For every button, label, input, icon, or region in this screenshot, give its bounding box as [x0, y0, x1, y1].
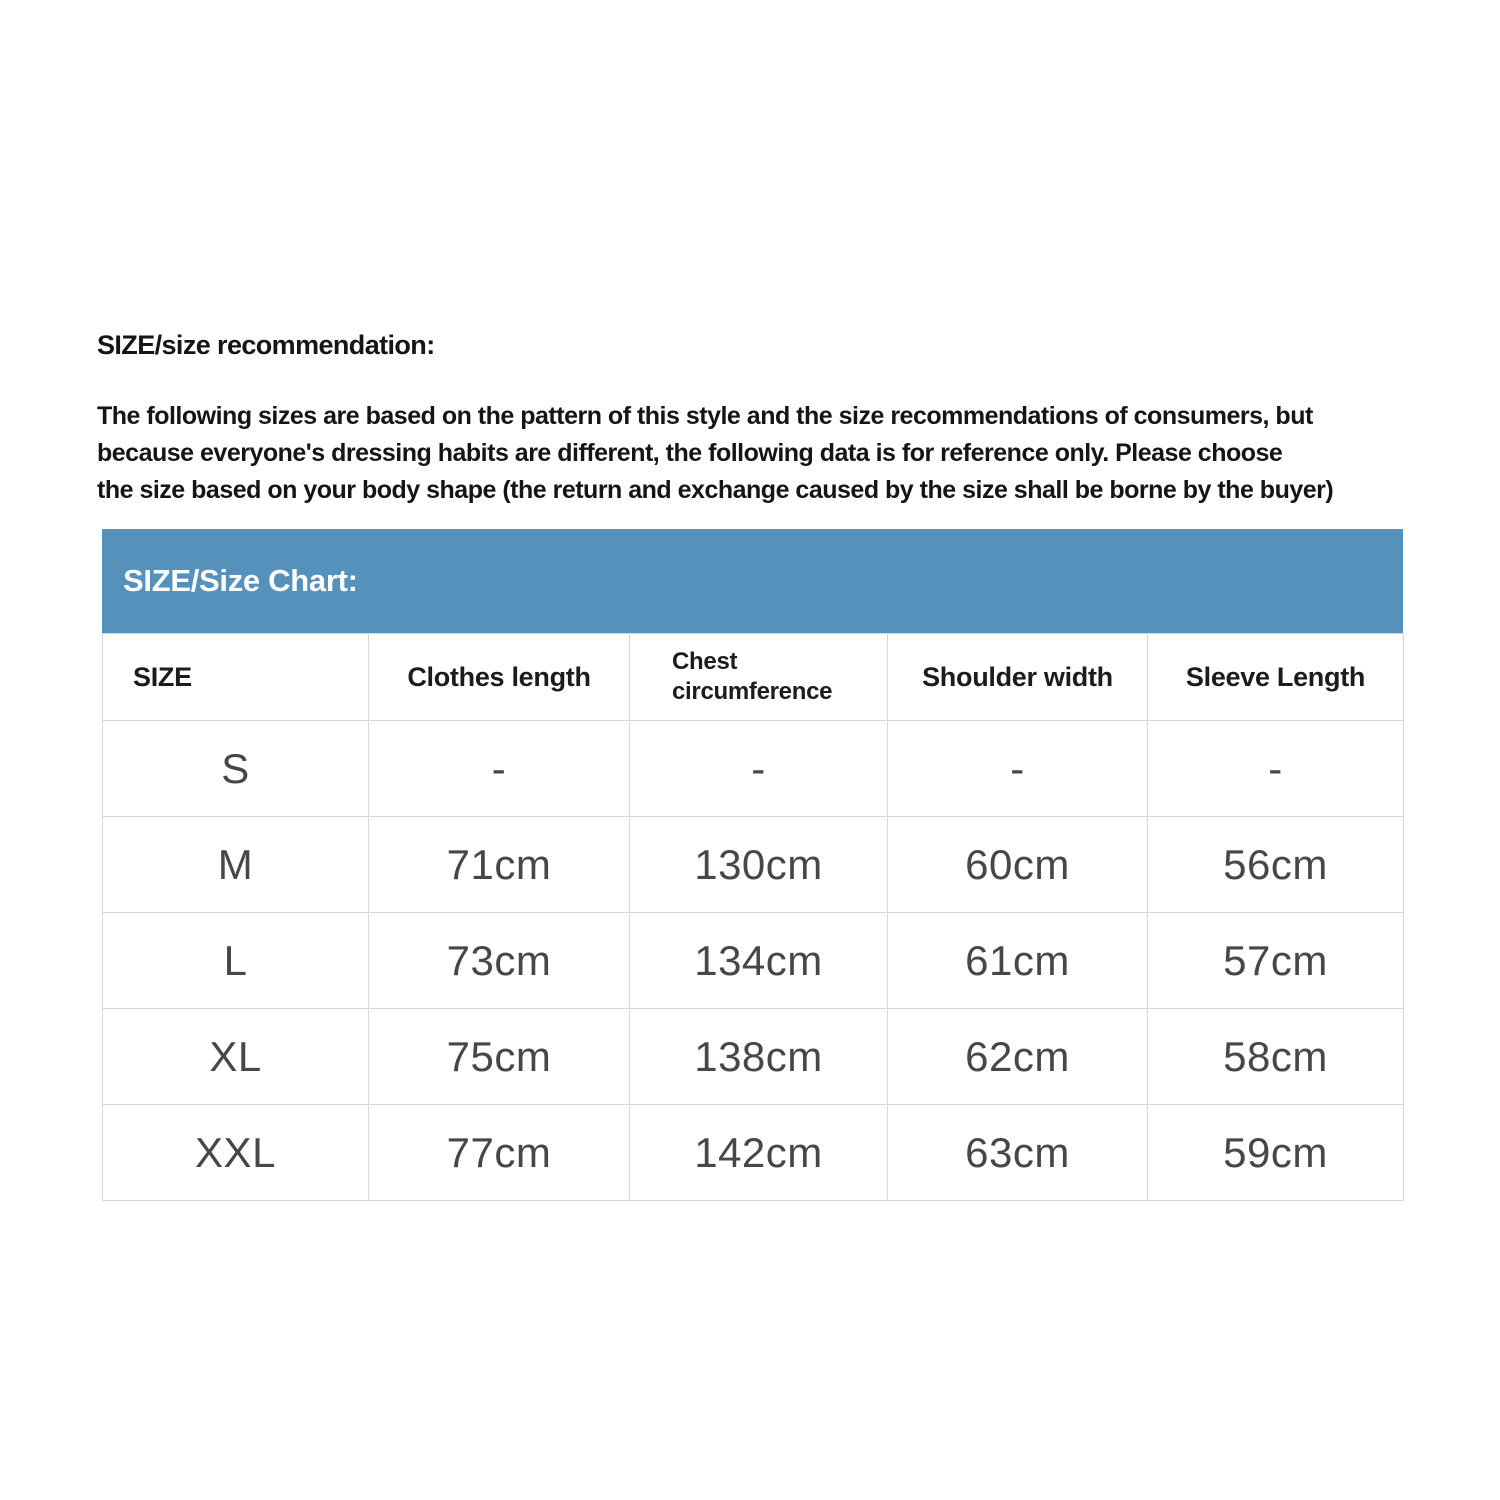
chest-circumference-cell: 130cm	[629, 816, 888, 913]
chest-circumference-cell: 134cm	[629, 912, 888, 1009]
shoulder-width-cell: 61cm	[887, 912, 1148, 1009]
size-cell: M	[102, 816, 369, 913]
size-chart-title: SIZE/Size Chart:	[123, 563, 358, 598]
size-recommendation-heading: SIZE/size recommendation:	[97, 330, 435, 360]
note-line: the size based on your body shape (the r…	[97, 476, 1334, 504]
shoulder-width-cell: 63cm	[887, 1104, 1148, 1201]
note-line: The following sizes are based on the pat…	[97, 402, 1313, 430]
shoulder-width-cell: 60cm	[887, 816, 1148, 913]
note-line: because everyone's dressing habits are d…	[97, 439, 1283, 467]
size-table: SIZE Clothes length Chest circumference …	[102, 633, 1404, 1201]
chest-circumference-cell: 142cm	[629, 1104, 888, 1201]
table-row: L 73cm 134cm 61cm 57cm	[102, 912, 1404, 1009]
clothes-length-cell: 75cm	[368, 1008, 630, 1105]
column-header-shoulder-width: Shoulder width	[887, 633, 1148, 721]
column-header-chest-circumference: Chest circumference	[629, 633, 888, 721]
size-chart-section: SIZE/Size Chart: SIZE Clothes length Che…	[102, 529, 1404, 1201]
shoulder-width-cell: -	[887, 720, 1148, 817]
shoulder-width-cell: 62cm	[887, 1008, 1148, 1105]
sleeve-length-cell: 59cm	[1147, 1104, 1404, 1201]
clothes-length-cell: 77cm	[368, 1104, 630, 1201]
size-cell: XL	[102, 1008, 369, 1105]
size-chart-title-bar: SIZE/Size Chart:	[102, 529, 1403, 633]
chest-circumference-cell: 138cm	[629, 1008, 888, 1105]
sleeve-length-cell: 58cm	[1147, 1008, 1404, 1105]
table-header-row: SIZE Clothes length Chest circumference …	[102, 633, 1404, 721]
sleeve-length-cell: -	[1147, 720, 1404, 817]
table-row: S - - - -	[102, 720, 1404, 817]
size-cell: L	[102, 912, 369, 1009]
clothes-length-cell: 71cm	[368, 816, 630, 913]
column-header-clothes-length: Clothes length	[368, 633, 630, 721]
size-cell: S	[102, 720, 369, 817]
table-row: M 71cm 130cm 60cm 56cm	[102, 816, 1404, 913]
sleeve-length-cell: 56cm	[1147, 816, 1404, 913]
clothes-length-cell: 73cm	[368, 912, 630, 1009]
chest-circumference-cell: -	[629, 720, 888, 817]
column-header-size: SIZE	[102, 633, 369, 721]
column-header-sleeve-length: Sleeve Length	[1147, 633, 1404, 721]
clothes-length-cell: -	[368, 720, 630, 817]
size-cell: XXL	[102, 1104, 369, 1201]
sleeve-length-cell: 57cm	[1147, 912, 1404, 1009]
table-row: XL 75cm 138cm 62cm 58cm	[102, 1008, 1404, 1105]
table-row: XXL 77cm 142cm 63cm 59cm	[102, 1104, 1404, 1201]
size-recommendation-note: The following sizes are based on the pat…	[97, 398, 1334, 509]
